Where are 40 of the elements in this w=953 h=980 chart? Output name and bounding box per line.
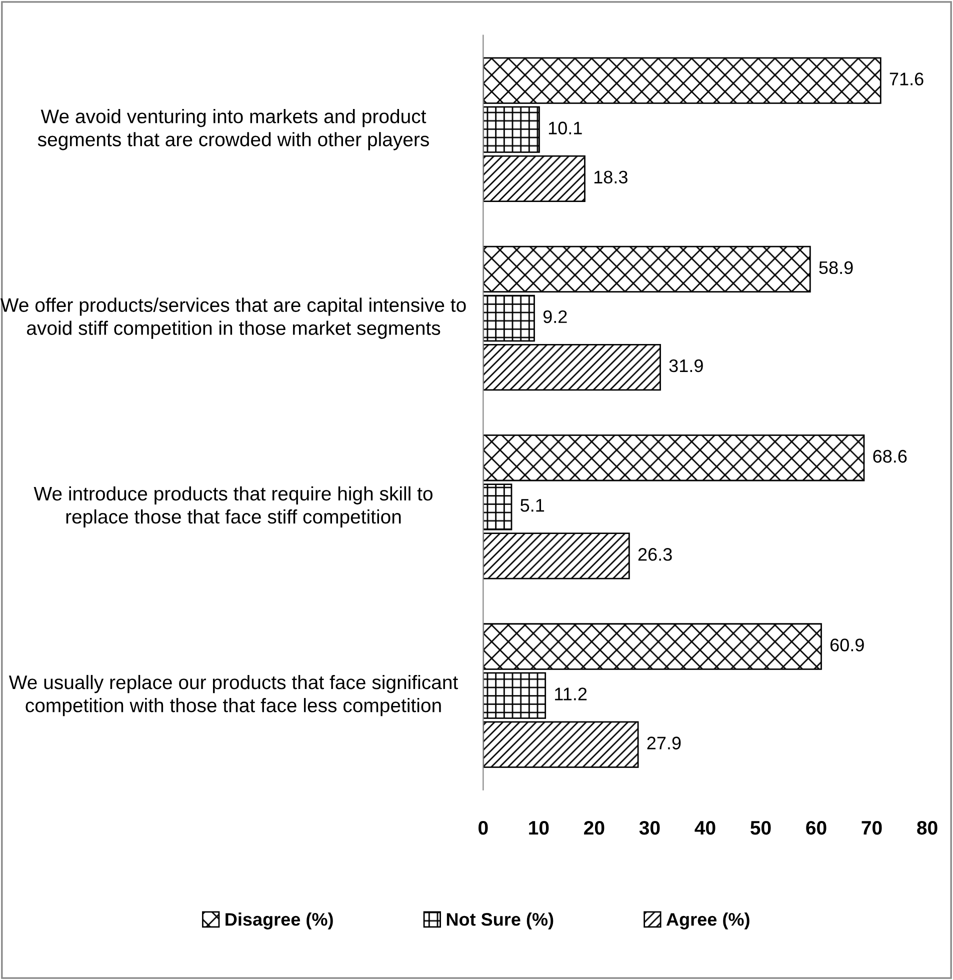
legend-label: Disagree (%): [226, 912, 333, 930]
bar: [483, 294, 535, 342]
x-tick-label: 10: [529, 820, 549, 835]
data-label: 10.1: [548, 122, 582, 134]
legend-label: Not Sure (%): [446, 912, 554, 930]
bar: [483, 57, 882, 104]
data-label: 5.1: [520, 499, 544, 512]
x-tick-label: 0: [478, 820, 488, 835]
x-tick-label: 60: [806, 820, 826, 835]
data-label: 60.9: [830, 638, 864, 652]
bar: [483, 532, 630, 580]
data-label: 27.9: [647, 736, 681, 750]
bar: [483, 246, 811, 293]
bar: [483, 155, 586, 202]
bar: [483, 721, 639, 768]
bar: [483, 623, 822, 670]
data-label: 18.3: [594, 170, 628, 184]
bar: [483, 484, 512, 530]
bar: [483, 106, 540, 153]
bar: [483, 344, 661, 391]
x-tick-label: 80: [917, 820, 938, 835]
data-label: 31.9: [669, 359, 703, 372]
y-tick-label: We usually replace our products that face significant competition with those that face less competition: [8, 674, 458, 716]
data-label: 58.9: [819, 261, 853, 274]
x-tick-label: 40: [694, 820, 716, 835]
y-tick-label: We avoid venturing into markets and product segments that are crowded with other players: [38, 109, 429, 150]
data-label: 71.6: [890, 72, 924, 86]
x-tick-label: 50: [750, 820, 771, 835]
legend-label: Agree (%): [666, 912, 750, 930]
bar: [483, 672, 546, 719]
y-tick-label: We introduce products that require high skill to replace those that face stiff competition: [34, 486, 432, 528]
x-tick-label: 30: [639, 820, 660, 835]
data-label: 11.2: [555, 688, 587, 700]
data-label: 26.3: [638, 548, 672, 561]
data-label: 68.6: [873, 450, 907, 463]
data-label: 9.2: [543, 310, 567, 324]
x-tick-label: 70: [862, 820, 882, 835]
bar: [483, 434, 865, 482]
x-tick-label: 20: [584, 820, 604, 835]
y-tick-label: We offer products/services that are capital intensive to avoid stiff competition in those market segments: [0, 298, 466, 339]
